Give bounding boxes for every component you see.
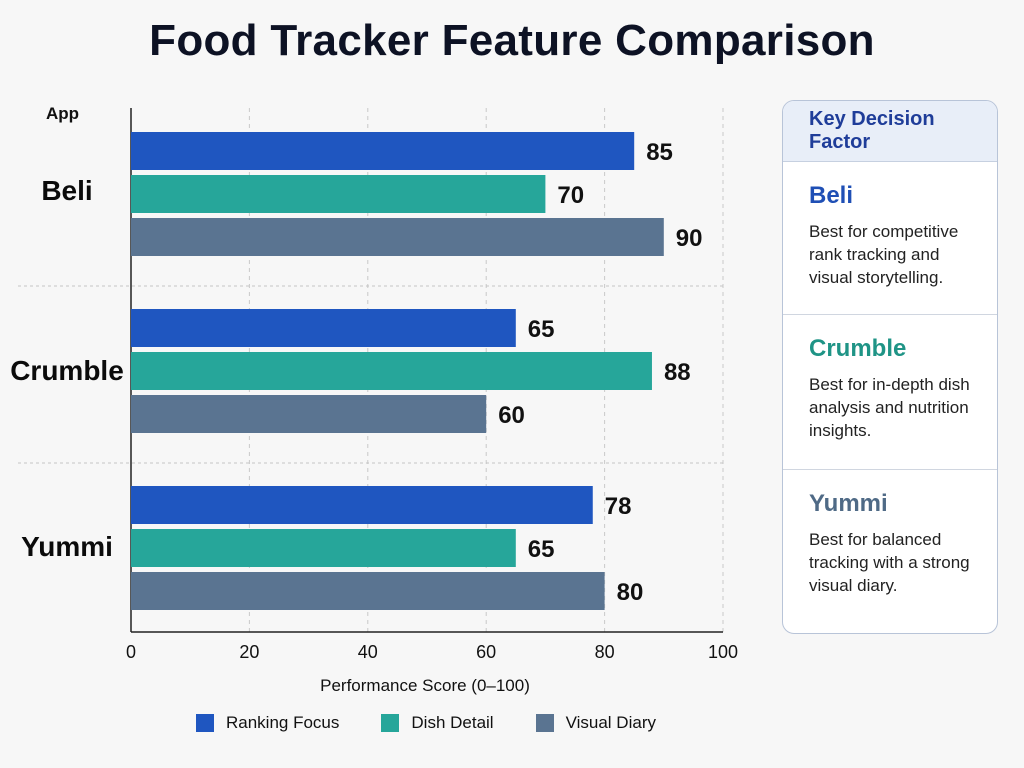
- legend-item: Dish Detail: [381, 713, 494, 733]
- decision-panel: Key Decision Factor Beli Best for competi…: [782, 100, 998, 634]
- panel-item: Crumble Best for in-depth dish analysis a…: [783, 315, 997, 470]
- bar: [131, 529, 516, 567]
- data-label: 78: [605, 493, 632, 520]
- legend-label: Dish Detail: [411, 713, 494, 732]
- legend-item: Visual Diary: [535, 713, 656, 733]
- x-tick-label: 100: [708, 642, 738, 662]
- legend-swatch: [535, 714, 554, 732]
- panel-item: Beli Best for competitive rank tracking a…: [783, 162, 997, 315]
- legend-label: Visual Diary: [565, 713, 656, 732]
- panel-item-name: Yummi: [809, 490, 888, 517]
- bar: [131, 486, 593, 524]
- bar: [131, 309, 516, 347]
- legend-item: Ranking Focus: [196, 713, 339, 733]
- bar: [131, 175, 546, 213]
- y-axis-label: App: [46, 104, 79, 123]
- data-label: 85: [646, 139, 673, 166]
- data-label: 60: [498, 402, 525, 429]
- data-label: 65: [528, 316, 555, 343]
- panel-item-desc: Best for balanced tracking with a strong…: [809, 530, 970, 595]
- data-label: 90: [676, 225, 703, 252]
- data-label: 65: [528, 536, 555, 563]
- bar: [131, 218, 664, 256]
- x-tick-label: 60: [476, 642, 496, 662]
- bar: [131, 395, 487, 433]
- bar: [131, 572, 605, 610]
- x-tick-label: 0: [126, 642, 136, 662]
- data-label: 70: [557, 182, 584, 209]
- data-label: 80: [617, 579, 644, 606]
- x-tick-label: 40: [358, 642, 378, 662]
- panel-item-desc: Best for competitive rank tracking and v…: [809, 222, 959, 287]
- legend: Ranking Focus Dish Detail Visual Diary: [196, 711, 698, 735]
- bar: [131, 352, 652, 390]
- panel-title: Key Decision Factor: [783, 101, 997, 162]
- bar: [131, 132, 635, 170]
- legend-swatch: [381, 714, 400, 732]
- panel-items: Beli Best for competitive rank tracking a…: [783, 162, 997, 633]
- panel-item-desc: Best for in-depth dish analysis and nutr…: [809, 375, 970, 440]
- panel-item: Yummi Best for balanced tracking with a s…: [783, 470, 997, 633]
- data-label: 88: [664, 359, 691, 386]
- category-label: Beli: [41, 175, 92, 206]
- x-tick-label: 20: [239, 642, 259, 662]
- panel-item-name: Crumble: [809, 335, 907, 362]
- category-label: Yummi: [21, 531, 113, 562]
- category-label: Crumble: [10, 355, 124, 386]
- chart-title: Food Tracker Feature Comparison: [149, 16, 875, 65]
- legend-swatch: [196, 714, 214, 732]
- x-tick-label: 80: [595, 642, 615, 662]
- legend-label: Ranking Focus: [226, 713, 340, 732]
- panel-item-name: Beli: [809, 182, 854, 209]
- x-axis-label: Performance Score (0–100): [320, 676, 530, 695]
